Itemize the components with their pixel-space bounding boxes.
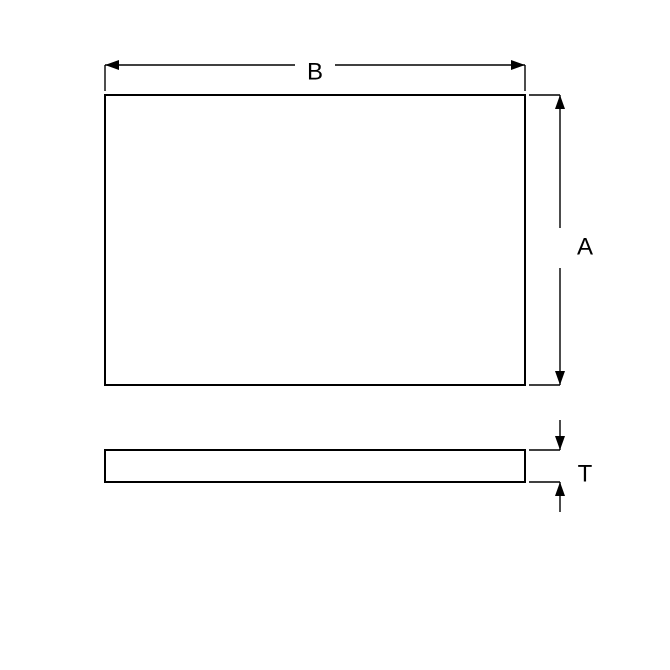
dim-b-label: B [307,58,323,85]
dim-a-label: A [577,233,593,260]
canvas-bg [0,0,670,670]
dim-t-label: T [578,460,593,487]
